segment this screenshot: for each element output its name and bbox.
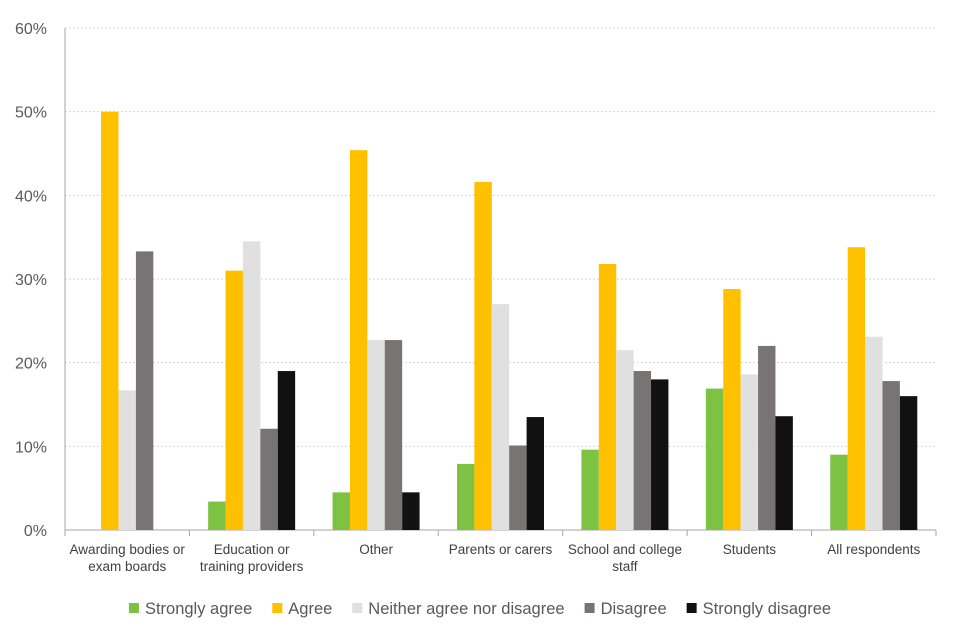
legend-label: Neither agree nor disagree — [368, 600, 564, 618]
bar — [118, 390, 136, 530]
bar — [509, 445, 527, 530]
bar — [457, 463, 475, 530]
bar — [865, 336, 883, 530]
bar — [367, 340, 385, 530]
y-tick-label: 40% — [15, 188, 47, 205]
legend-label: Disagree — [601, 600, 667, 618]
bar — [474, 181, 492, 531]
bar — [101, 111, 119, 531]
y-tick-label: 20% — [15, 356, 47, 373]
x-category-label: Education or — [214, 542, 290, 557]
legend-swatch — [272, 603, 283, 613]
bar — [242, 241, 261, 530]
bar — [723, 289, 741, 530]
bar — [225, 270, 243, 530]
y-tick-label: 60% — [15, 21, 47, 38]
x-category-label: Parents or carers — [449, 542, 553, 557]
bar — [277, 371, 296, 530]
legend-label: Strongly agree — [145, 600, 252, 618]
y-tick-label: 30% — [15, 272, 47, 289]
bar — [402, 492, 420, 530]
bar — [882, 381, 900, 530]
bar — [740, 374, 759, 530]
bar — [705, 388, 724, 530]
bar — [758, 345, 776, 530]
bar — [651, 379, 669, 530]
bar — [491, 304, 510, 530]
bar — [208, 501, 226, 530]
x-category-label: exam boards — [88, 559, 166, 574]
bar — [526, 417, 544, 530]
legend-label: Strongly disagree — [703, 600, 831, 618]
bar — [598, 263, 617, 530]
bar — [581, 449, 599, 530]
bar — [633, 371, 652, 530]
bar — [349, 150, 368, 531]
y-tick-label: 10% — [15, 439, 47, 456]
bar — [899, 396, 918, 530]
bar — [847, 247, 866, 530]
x-category-label: All respondents — [827, 542, 920, 557]
y-tick-label: 0% — [24, 523, 47, 540]
x-category-label: Awarding bodies or — [70, 542, 186, 557]
legend-label: Agree — [288, 600, 332, 618]
x-category-label: training providers — [200, 559, 304, 574]
bar — [616, 350, 634, 530]
legend-swatch — [584, 603, 595, 613]
bar — [332, 492, 350, 530]
bar — [384, 340, 403, 530]
x-category-label: Students — [723, 542, 777, 557]
legend-swatch — [352, 603, 363, 613]
bar — [135, 251, 154, 530]
x-category-label: staff — [612, 559, 638, 574]
bar — [830, 454, 848, 530]
legend-swatch — [128, 603, 139, 613]
bar — [775, 416, 793, 530]
legend-swatch — [686, 603, 697, 613]
x-category-label: Other — [359, 542, 393, 557]
bar — [260, 428, 278, 530]
x-category-label: School and college — [568, 542, 682, 557]
y-tick-label: 50% — [15, 105, 47, 122]
